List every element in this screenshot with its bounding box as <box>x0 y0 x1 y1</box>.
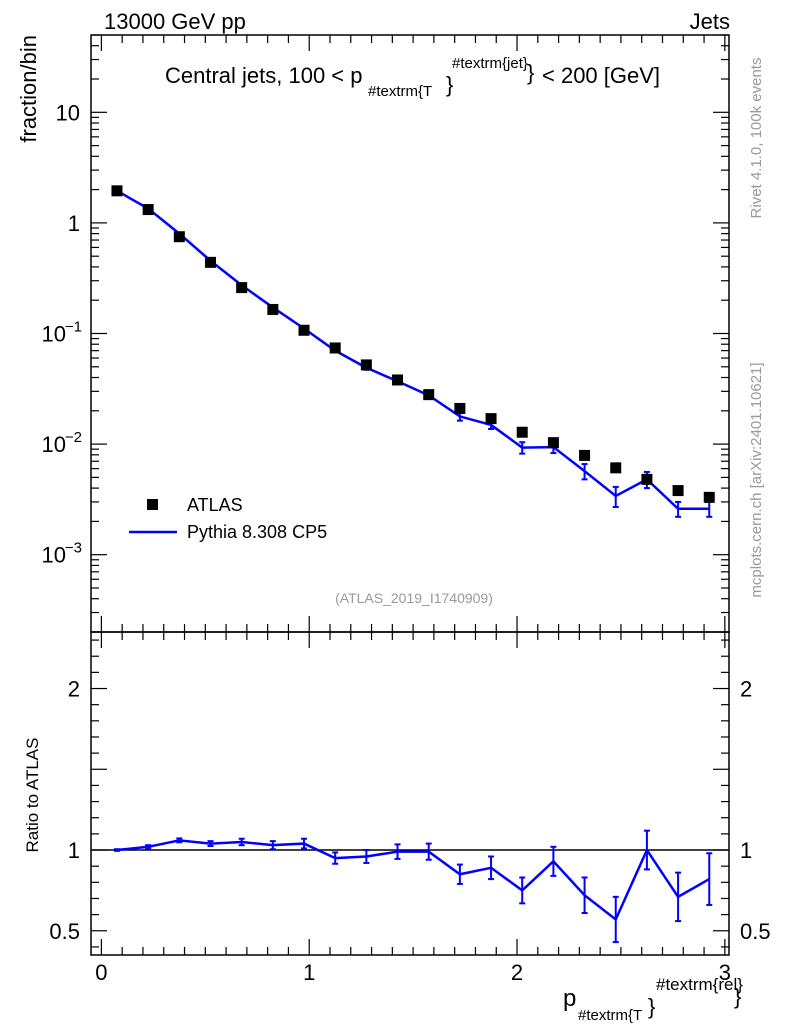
data-point <box>423 389 435 401</box>
ratio-y-tick-label-right: 1 <box>740 838 752 863</box>
data-markers <box>111 185 715 503</box>
data-point <box>204 256 216 268</box>
plot-title-subscript: #textrm{T <box>368 83 432 100</box>
legend-mc-label: Pythia 8.308 CP5 <box>187 522 327 542</box>
data-point <box>579 449 591 461</box>
ratio-series-line <box>116 839 710 922</box>
ratio-y-tick-label-right: 0.5 <box>740 919 771 944</box>
y-label-main: fraction/bin <box>16 35 41 143</box>
plot-title-close-brace-1: } <box>446 72 453 97</box>
plot-title: Central jets, 100 < p <box>165 63 363 88</box>
main-y-tick-label: 1 <box>68 211 80 236</box>
mc-error-bars <box>113 189 713 518</box>
header-left-title: 13000 GeV pp <box>104 9 246 34</box>
data-point <box>392 374 404 386</box>
data-point <box>641 473 653 485</box>
data-point <box>267 303 279 315</box>
main-frame <box>90 34 730 633</box>
data-point <box>454 402 466 414</box>
x-label-close-brace-2: } <box>734 984 741 1009</box>
x-label-superscript: #textrm{rel} <box>656 975 743 994</box>
main-y-tick-label: 10 <box>56 100 80 125</box>
ratio-error-bars <box>113 829 713 944</box>
data-point <box>142 204 154 216</box>
main-y-tick-exponent: −3 <box>65 540 82 557</box>
x-label-close-brace-1: } <box>648 994 655 1019</box>
plot-title-suffix: < 200 [GeV] <box>542 63 660 88</box>
x-tick-label: 3 <box>719 960 731 985</box>
x-axis: 0 1 2 3 <box>95 35 731 985</box>
main-y-tick-exponent: −1 <box>65 319 82 336</box>
ratio-y-tick-label-left: 0.5 <box>49 919 80 944</box>
legend-data-label: ATLAS <box>187 495 243 515</box>
plot-title-close-brace-2: } <box>527 60 534 85</box>
data-point <box>610 462 622 474</box>
data-point <box>329 342 341 354</box>
ratio-y-tick-label-left: 2 <box>68 677 80 702</box>
x-tick-label: 1 <box>303 960 315 985</box>
data-point <box>360 359 372 371</box>
y-label-ratio: Ratio to ATLAS <box>23 738 42 853</box>
data-point <box>672 485 684 497</box>
main-y-tick-label: 10 <box>42 543 66 568</box>
data-point <box>485 413 497 425</box>
plot-title-superscript: #textrm{jet} <box>452 55 528 72</box>
header-right-title: Jets <box>690 9 730 34</box>
ratio-axes: 0.5 0.5 1 1 2 2 <box>49 639 771 948</box>
main-y-tick-exponent: −2 <box>65 429 82 446</box>
ratio-frame <box>90 631 730 956</box>
data-point <box>111 185 123 197</box>
x-label-subscript: #textrm{T <box>578 1007 642 1024</box>
legend-data-marker <box>147 499 158 510</box>
mc-series-line <box>116 189 710 511</box>
data-point <box>173 231 185 243</box>
side-note-version: Rivet 4.1.0, 100k events <box>748 58 765 219</box>
plot-title-prefix: Central jets, 100 < p <box>165 63 363 88</box>
x-tick-label: 2 <box>511 960 523 985</box>
x-tick-label: 0 <box>95 960 107 985</box>
x-label-base: p <box>563 985 576 1012</box>
data-point <box>703 491 715 503</box>
data-point <box>298 324 310 336</box>
main-y-tick-label: 10 <box>42 322 66 347</box>
analysis-id: (ATLAS_2019_I1740909) <box>335 590 493 606</box>
main-y-tick-label: 10 <box>42 432 66 457</box>
data-point <box>516 426 528 438</box>
side-note-source: mcplots.cern.ch [arXiv:2401.10621] <box>748 362 765 597</box>
ratio-y-tick-label-right: 2 <box>740 677 752 702</box>
ratio-y-tick-label-left: 1 <box>68 838 80 863</box>
data-point <box>236 282 248 294</box>
data-point <box>547 437 559 449</box>
